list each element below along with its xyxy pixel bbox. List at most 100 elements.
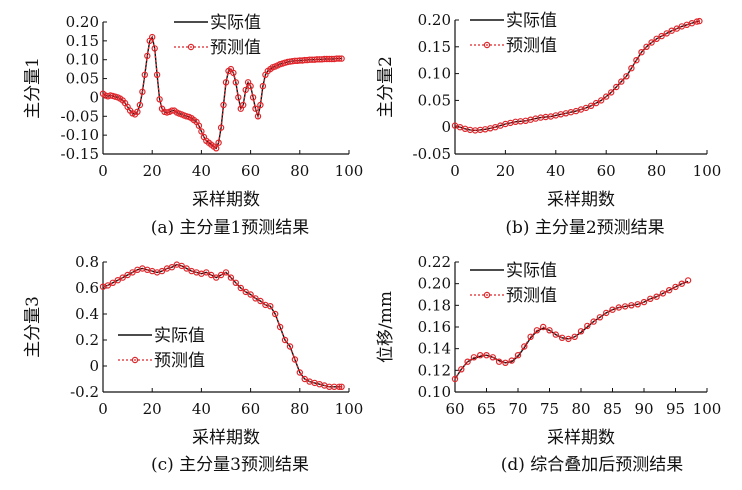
y-tick-label: 0.8 [75, 253, 99, 271]
data-point-predicted [666, 287, 673, 294]
y-tick-label: 0.2 [75, 331, 99, 349]
data-point-predicted [217, 124, 225, 131]
x-tick-label: 80 [290, 400, 309, 418]
data-point-predicted [464, 358, 471, 365]
data-point-predicted [257, 101, 264, 109]
legend-marker-predicted [483, 291, 491, 299]
legend-marker-predicted [131, 356, 139, 364]
data-point-predicted [582, 104, 590, 112]
data-point-predicted [252, 295, 259, 302]
data-point-predicted [648, 39, 655, 46]
data-point-predicted [483, 352, 490, 359]
y-tick-label: 0 [441, 118, 451, 136]
data-point-predicted [156, 96, 163, 103]
data-point-predicted [577, 328, 585, 335]
data-point-predicted [259, 82, 267, 90]
data-point-predicted [470, 354, 478, 361]
data-point-predicted [134, 108, 141, 116]
data-point-predicted [615, 304, 623, 311]
x-tick-label: 85 [603, 400, 622, 418]
y-tick-label: 0.20 [418, 275, 451, 293]
x-tick-label: 40 [192, 400, 211, 418]
data-point-predicted [502, 359, 509, 366]
data-point-predicted [623, 73, 630, 80]
legend-marker-predicted [483, 41, 491, 49]
x-tick-label: 80 [571, 400, 590, 418]
data-point-predicted [235, 94, 242, 101]
chart-caption: (c) 主分量3预测结果 [151, 455, 309, 475]
data-point-predicted [212, 274, 220, 281]
data-point-predicted [286, 343, 294, 350]
chart-panel-3: -0.200.20.40.60.80 20 40 60 80 100采样期数主分量3(c)… [23, 253, 363, 475]
x-tick-label: 0 [98, 400, 108, 418]
x-tick-label: 20 [143, 162, 162, 180]
data-point-predicted [678, 280, 686, 287]
x-tick-label: 60 [241, 400, 260, 418]
y-tick-label: -0.05 [413, 145, 451, 163]
data-point-predicted [587, 102, 595, 110]
y-tick-label: 0.22 [418, 253, 451, 271]
y-axis-label: 主分量1 [23, 57, 43, 119]
y-tick-label: 0.15 [418, 38, 451, 56]
data-point-predicted [129, 269, 136, 276]
x-tick-label: 0 [450, 162, 460, 180]
data-point-predicted [609, 306, 616, 313]
data-point-predicted [247, 291, 254, 298]
data-point-predicted [514, 352, 522, 359]
data-point-predicted [508, 357, 515, 364]
data-point-predicted [621, 303, 629, 310]
legend-label-predicted: 预测值 [506, 36, 557, 56]
x-tick-label: 65 [477, 400, 496, 418]
x-tick-label: 60 [445, 400, 464, 418]
x-tick-label: 100 [693, 400, 722, 418]
y-tick-label: 0.14 [418, 340, 451, 358]
data-point-predicted [198, 128, 205, 135]
x-tick-label: 70 [508, 400, 527, 418]
data-point-predicted [647, 295, 654, 302]
legend-label-actual: 实际值 [506, 261, 557, 281]
y-tick-label: 0.05 [418, 91, 451, 109]
data-point-predicted [178, 262, 185, 270]
y-tick-label: 0.20 [66, 13, 99, 31]
data-point-predicted [590, 318, 597, 325]
data-point-predicted [252, 105, 259, 112]
data-point-predicted [546, 327, 553, 334]
y-tick-label: 0.18 [418, 296, 451, 314]
data-point-predicted [151, 45, 158, 52]
x-tick-label: 40 [192, 162, 211, 180]
series-line-predicted [102, 263, 342, 388]
data-point-predicted [477, 352, 484, 359]
x-tick-label: 80 [290, 162, 309, 180]
data-point-predicted [212, 145, 220, 152]
data-point-predicted [571, 333, 578, 340]
series-markers-predicted [99, 261, 345, 390]
legend-label-actual: 实际值 [210, 13, 261, 33]
data-point-predicted [540, 323, 547, 331]
data-point-predicted [291, 356, 299, 363]
data-point-predicted [533, 327, 541, 334]
data-point-predicted [195, 122, 203, 129]
y-tick-label: 0.16 [418, 318, 451, 336]
data-point-predicted [633, 57, 640, 64]
legend-label-predicted: 预测值 [210, 38, 261, 58]
series-markers-predicted [451, 17, 703, 134]
data-point-predicted [521, 343, 528, 350]
x-tick-label: 40 [546, 162, 565, 180]
x-axis-label: 采样期数 [192, 428, 260, 448]
y-tick-label: -0.05 [61, 107, 99, 125]
data-point-predicted [663, 30, 670, 37]
data-point-predicted [254, 113, 262, 120]
y-tick-label: 0.10 [418, 65, 451, 83]
data-point-predicted [684, 277, 692, 284]
series-markers-predicted [451, 277, 692, 383]
y-tick-label: -0.2 [70, 383, 99, 401]
data-point-predicted [495, 358, 503, 365]
y-tick-label: 0.10 [66, 51, 99, 69]
x-tick-label: 0 [98, 162, 108, 180]
x-tick-label: 60 [597, 162, 616, 180]
x-tick-label: 60 [241, 162, 260, 180]
data-point-predicted [638, 49, 645, 56]
data-point-predicted [338, 55, 345, 62]
